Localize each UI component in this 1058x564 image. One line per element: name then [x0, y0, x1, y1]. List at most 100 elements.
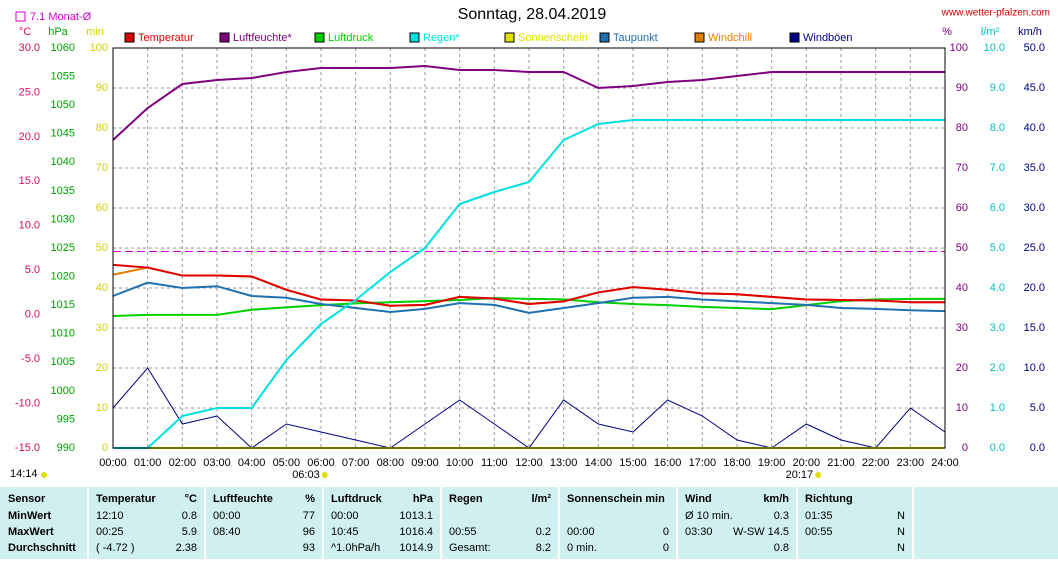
- table-cell: 77: [303, 510, 315, 522]
- table-cell: Gesamt:: [449, 542, 491, 554]
- y-tick-label: 100: [90, 42, 108, 54]
- y-tick-label: 1050: [51, 99, 75, 111]
- legend-swatch: [124, 32, 135, 43]
- y-tick-label: 70: [956, 162, 968, 174]
- y-tick-label: 2.0: [990, 362, 1005, 374]
- y-tick-label: 10.0: [984, 42, 1005, 54]
- y-tick-label: 80: [956, 122, 968, 134]
- y-tick-label: 30.0: [19, 42, 40, 54]
- table-cell: 00:55: [805, 526, 833, 538]
- y-tick-label: 20: [96, 362, 108, 374]
- table-cell: 93: [303, 542, 315, 554]
- y-tick-label: 25.0: [19, 86, 40, 98]
- x-tick-label: 13:00: [550, 457, 578, 469]
- avg-legend: 7.1 Monat-Ø: [30, 11, 92, 23]
- y-tick-label: 1015: [51, 299, 75, 311]
- table-header: Regen: [449, 493, 483, 505]
- x-tick-label: 11:00: [481, 457, 508, 469]
- table-cell: 0.8: [774, 542, 789, 554]
- y-tick-label: -15.0: [15, 442, 40, 454]
- table-header: Luftfeuchte: [213, 493, 273, 505]
- x-tick-label: 24:00: [931, 457, 959, 469]
- table-cell: 00:55: [449, 526, 477, 538]
- table-cell: 96: [303, 526, 315, 538]
- y-tick-label: 8.0: [990, 122, 1005, 134]
- y-tick-label: 7.0: [990, 162, 1005, 174]
- legend-label: Windchill: [708, 32, 752, 44]
- table-cell: 0.3: [774, 510, 789, 522]
- table-header: Sonnenschein min: [567, 493, 665, 505]
- table-header: hPa: [413, 493, 434, 505]
- y-tick-label: 1040: [51, 156, 75, 168]
- table-cell: 1013.1: [399, 510, 433, 522]
- y-tick-label: 5.0: [1030, 402, 1045, 414]
- y-tick-label: 20.0: [1024, 282, 1045, 294]
- x-tick-label: 18:00: [723, 457, 751, 469]
- table-cell: 0 min.: [567, 542, 597, 554]
- y-tick-label: 1025: [51, 242, 75, 254]
- y-tick-label: 1060: [51, 42, 75, 54]
- sun-icon: [321, 472, 328, 478]
- y-tick-label: 990: [57, 442, 75, 454]
- y-tick-label: 50.0: [1024, 42, 1045, 54]
- x-tick-label: 05:00: [273, 457, 301, 469]
- y-tick-label: 10.0: [19, 220, 40, 232]
- y-tick-label: 0.0: [990, 442, 1005, 454]
- y-tick-label: 3.0: [990, 322, 1005, 334]
- y-tick-label: 60: [956, 202, 968, 214]
- legend-label: Luftfeuchte*: [233, 32, 292, 44]
- axis-unit: hPa: [48, 26, 68, 38]
- table-cell: N: [897, 526, 905, 538]
- y-tick-label: 10: [956, 402, 968, 414]
- x-tick-label: 07:00: [342, 457, 370, 469]
- y-tick-label: 995: [57, 413, 75, 425]
- y-tick-label: 1035: [51, 185, 75, 197]
- y-tick-label: 5.0: [990, 242, 1005, 254]
- axis-unit: %: [942, 26, 952, 38]
- axis-unit: l/m²: [981, 26, 1000, 38]
- y-tick-label: 9.0: [990, 82, 1005, 94]
- table-cell: ( -4.72 ): [96, 542, 135, 554]
- x-tick-label: 16:00: [654, 457, 682, 469]
- series-line: [113, 119, 945, 449]
- y-tick-label: 80: [96, 122, 108, 134]
- table-header: Richtung: [805, 493, 853, 505]
- sunset: 20:17: [786, 469, 814, 481]
- row-label: Durchschnitt: [8, 542, 76, 554]
- x-tick-label: 09:00: [411, 457, 439, 469]
- legend-swatch: [789, 32, 800, 43]
- legend-swatch: [409, 32, 420, 43]
- row-label: MaxWert: [8, 526, 54, 538]
- table-header: %: [305, 493, 315, 505]
- series-line: [112, 263, 945, 307]
- legend-swatch: [599, 32, 610, 43]
- table-cell: 03:30: [685, 526, 713, 538]
- y-tick-label: 1030: [51, 213, 75, 225]
- y-tick-label: 20.0: [19, 131, 40, 143]
- table-cell: 0.2: [536, 526, 551, 538]
- y-tick-label: 1005: [51, 356, 75, 368]
- x-tick-label: 19:00: [758, 457, 786, 469]
- table-cell: 00:00: [331, 510, 359, 522]
- legend-swatch: [219, 32, 230, 43]
- table-header: Temperatur: [96, 493, 156, 505]
- y-tick-label: 70: [96, 162, 108, 174]
- table-header: l/m²: [531, 493, 551, 505]
- x-tick-label: 21:00: [827, 457, 855, 469]
- y-tick-label: 90: [96, 82, 108, 94]
- table-cell: N: [897, 542, 905, 554]
- table-cell: W-SW 14.5: [733, 526, 789, 538]
- table-cell: 12:10: [96, 510, 124, 522]
- table-cell: N: [897, 510, 905, 522]
- y-tick-label: 50: [96, 242, 108, 254]
- table-cell: ^1.0hPa/h: [331, 542, 380, 554]
- y-tick-label: 1.0: [990, 402, 1005, 414]
- y-tick-label: 40.0: [1024, 122, 1045, 134]
- table-cell: 10:45: [331, 526, 359, 538]
- y-tick-label: 30.0: [1024, 202, 1045, 214]
- y-tick-label: 10: [96, 402, 108, 414]
- sun-icon: [815, 472, 822, 478]
- x-tick-label: 00:00: [99, 457, 127, 469]
